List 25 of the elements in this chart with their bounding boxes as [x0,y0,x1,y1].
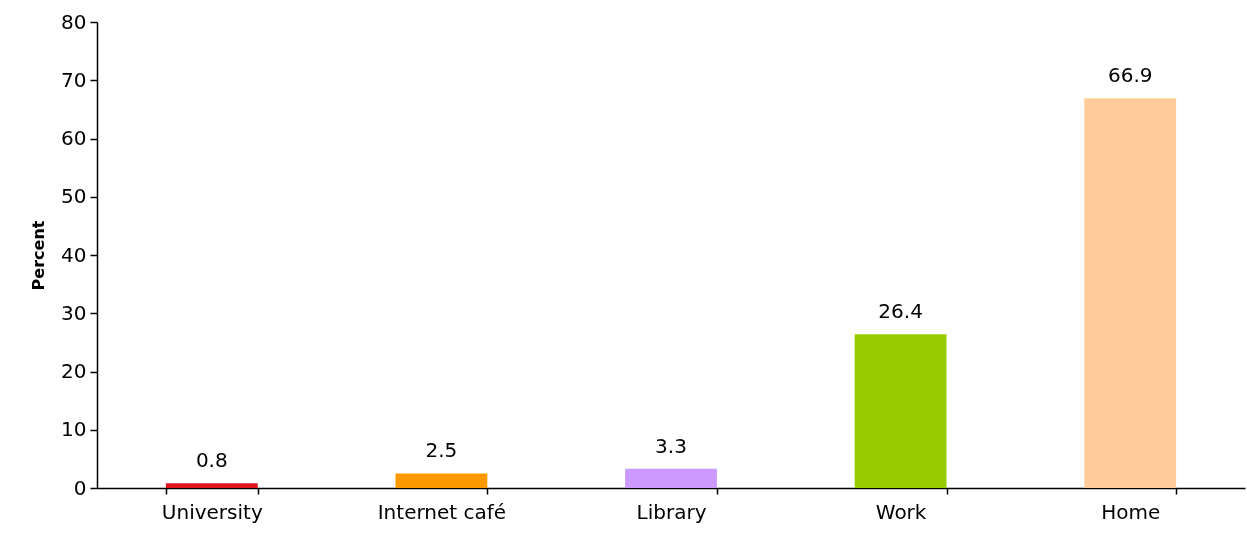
y-axis-title: Percent [29,220,49,291]
bar [854,334,947,488]
bar [165,483,258,488]
data-label: 0.8 [195,448,228,473]
y-tick-label: 10 [61,417,87,442]
y-tick-label: 40 [61,242,87,267]
bar [1084,98,1177,488]
y-tick-label: 30 [61,300,87,325]
data-label: 66.9 [1107,63,1153,88]
y-tick-label: 70 [61,67,87,92]
data-label: 2.5 [425,438,458,463]
bar [395,473,488,488]
data-label: 26.4 [878,299,923,324]
bar [625,468,717,488]
y-tick-label: 60 [61,126,87,150]
x-tick-label: Home [1101,499,1161,524]
y-tick-label: 20 [61,359,87,383]
x-tick-label: University [161,499,263,524]
x-tick-label: Work [875,499,927,524]
x-tick-label: Internet café [377,499,507,524]
x-tick-label: Library [636,499,707,524]
y-tick-label: 80 [61,9,87,34]
data-label: 3.3 [655,433,687,458]
y-tick-label: 50 [61,184,87,209]
y-tick-label: 0 [73,475,87,500]
